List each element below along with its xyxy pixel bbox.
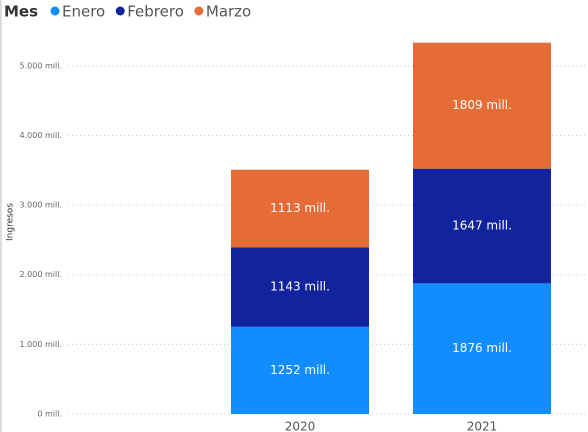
y-axis-label: Ingresos [6,203,16,241]
y-tick-label: 3.000 mill. [20,201,62,210]
legend-marker [50,6,60,16]
data-label: 1113 mill. [270,201,330,215]
bar-segment [413,42,551,169]
legend-title: Mes [4,3,38,21]
y-tick-label: 0 mill. [37,410,62,419]
y-tick-label: 5.000 mill. [20,61,62,70]
data-label: 1809 mill. [452,98,512,112]
bar-segment [231,326,369,414]
legend-marker [115,6,125,16]
y-tick-label: 4.000 mill. [20,131,62,140]
legend-marker [194,6,204,16]
legend-label: Febrero [127,3,184,21]
data-label: 1876 mill. [452,341,512,355]
data-label: 1647 mill. [452,219,512,233]
bar-segment [413,168,551,284]
x-tick-label: 2020 [285,420,316,432]
legend-label: Enero [62,3,105,21]
bar-segment [413,283,551,414]
bar-segment [231,169,369,248]
legend-label: Marzo [206,3,251,21]
x-tick-label: 2021 [467,420,498,432]
data-label: 1143 mill. [270,280,330,294]
y-tick-label: 1.000 mill. [20,340,62,349]
data-label: 1252 mill. [270,363,330,377]
bar-segment [231,247,369,327]
y-tick-label: 2.000 mill. [20,270,62,279]
